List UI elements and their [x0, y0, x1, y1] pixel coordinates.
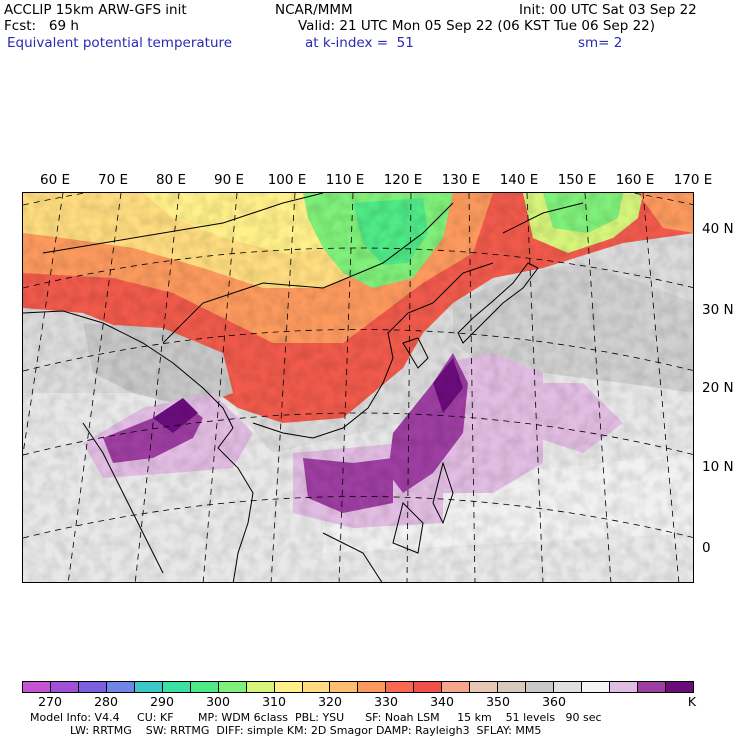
colorbar-segment	[330, 682, 359, 692]
colorbar-segment	[106, 682, 135, 692]
colorbar-segment	[246, 682, 275, 692]
colorbar-segment	[162, 682, 191, 692]
colorbar-tick-label: 310	[262, 694, 286, 709]
latitude-label: 40 N	[702, 221, 734, 237]
colorbar-segment	[554, 682, 583, 692]
longitude-label: 60 E	[40, 172, 70, 188]
longitude-label: 80 E	[156, 172, 186, 188]
longitude-label: 100 E	[267, 172, 307, 188]
longitude-label: 110 E	[325, 172, 365, 188]
longitude-label: 130 E	[441, 172, 481, 188]
colorbar-tick-label: 360	[542, 694, 566, 709]
colorbar-segment	[665, 682, 693, 692]
colorbar-tick-label: 290	[150, 694, 174, 709]
colorbar-tick-label: 300	[206, 694, 230, 709]
forecast-hour: Fcst: 69 h	[4, 18, 79, 34]
colorbar-segment	[358, 682, 387, 692]
colorbar-tick-label: 270	[38, 694, 62, 709]
colorbar-segment	[78, 682, 107, 692]
longitude-label: 160 E	[615, 172, 655, 188]
colorbar-tick-label: 320	[318, 694, 342, 709]
latitude-label: 10 N	[702, 459, 734, 475]
colorbar-segment	[637, 682, 666, 692]
map-panel	[22, 192, 694, 583]
colorbar-unit: K	[687, 694, 697, 709]
institution-label: NCAR/MMM	[275, 2, 353, 18]
model-info-line1: Model Info: V4.4 CU: KF MP: WDM 6class P…	[30, 711, 602, 724]
colorbar-segment	[582, 682, 611, 692]
colorbar-segment	[302, 682, 331, 692]
latitude-label: 30 N	[702, 302, 734, 318]
colorbar-segment	[414, 682, 443, 692]
model-info-line2: LW: RRTMG SW: RRTMG DIFF: simple KM: 2D …	[70, 724, 542, 737]
valid-time: Valid: 21 UTC Mon 05 Sep 22 (06 KST Tue …	[298, 18, 656, 34]
colorbar-tick-label: 280	[94, 694, 118, 709]
colorbar-segment	[190, 682, 219, 692]
smoothing-label: sm= 2	[578, 35, 623, 51]
colorbar-segment	[498, 682, 527, 692]
colorbar-segment	[526, 682, 555, 692]
longitude-label: 170 E	[673, 172, 713, 188]
colorbar-segment	[386, 682, 415, 692]
colorbar-segment	[610, 682, 638, 692]
longitude-label: 140 E	[499, 172, 539, 188]
colorbar	[22, 681, 694, 693]
init-time: Init: 00 UTC Sat 03 Sep 22	[519, 2, 697, 18]
colorbar-segment	[442, 682, 471, 692]
vertical-level: at k-index = 51	[305, 35, 414, 51]
colorbar-segment	[218, 682, 247, 692]
theta-e-field	[23, 193, 693, 582]
coastlines	[23, 193, 584, 582]
latitude-label: 20 N	[702, 380, 734, 396]
map-canvas	[23, 193, 693, 582]
colorbar-segment	[50, 682, 79, 692]
latitude-label: 0	[702, 540, 711, 556]
colorbar-segment	[134, 682, 163, 692]
colorbar-tick-label: 350	[486, 694, 510, 709]
colorbar-segment	[470, 682, 499, 692]
colorbar-tick-label: 340	[430, 694, 454, 709]
colorbar-segment	[23, 682, 51, 692]
longitude-label: 90 E	[214, 172, 244, 188]
colorbar-segment	[274, 682, 303, 692]
field-name: Equivalent potential temperature	[7, 35, 233, 51]
longitude-label: 150 E	[557, 172, 597, 188]
model-title: ACCLIP 15km ARW-GFS init	[4, 2, 187, 18]
longitude-label: 120 E	[383, 172, 423, 188]
longitude-label: 70 E	[98, 172, 128, 188]
colorbar-tick-label: 330	[374, 694, 398, 709]
